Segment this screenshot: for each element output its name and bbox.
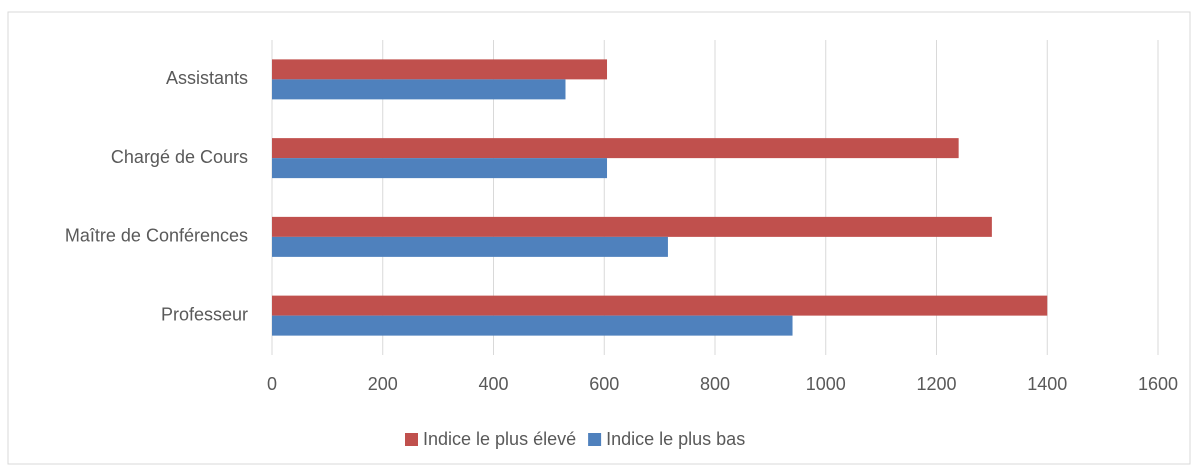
x-tick-label: 400 bbox=[478, 374, 508, 394]
bar bbox=[272, 59, 608, 80]
x-tick-label: 1200 bbox=[916, 374, 956, 394]
legend-swatch bbox=[588, 433, 602, 446]
y-tick-label: Maître de Conférences bbox=[65, 226, 248, 246]
bar bbox=[272, 216, 992, 237]
x-tick-label: 1600 bbox=[1138, 374, 1178, 394]
bar bbox=[272, 158, 608, 179]
legend-label: Indice le plus élevé bbox=[423, 429, 576, 449]
legend-label: Indice le plus bas bbox=[606, 429, 745, 449]
x-tick-label: 1000 bbox=[806, 374, 846, 394]
x-tick-label: 0 bbox=[267, 374, 277, 394]
bar bbox=[272, 315, 793, 336]
y-tick-label: Assistants bbox=[166, 68, 248, 88]
legend-swatch bbox=[405, 433, 418, 446]
bar bbox=[272, 236, 668, 257]
x-tick-label: 1400 bbox=[1027, 374, 1067, 394]
y-tick-label: Professeur bbox=[161, 304, 248, 324]
x-tick-label: 200 bbox=[368, 374, 398, 394]
y-tick-label: Chargé de Cours bbox=[111, 147, 248, 167]
bar bbox=[272, 138, 959, 159]
bar bbox=[272, 295, 1048, 316]
x-tick-label: 800 bbox=[700, 374, 730, 394]
x-tick-label: 600 bbox=[589, 374, 619, 394]
bar bbox=[272, 79, 566, 100]
